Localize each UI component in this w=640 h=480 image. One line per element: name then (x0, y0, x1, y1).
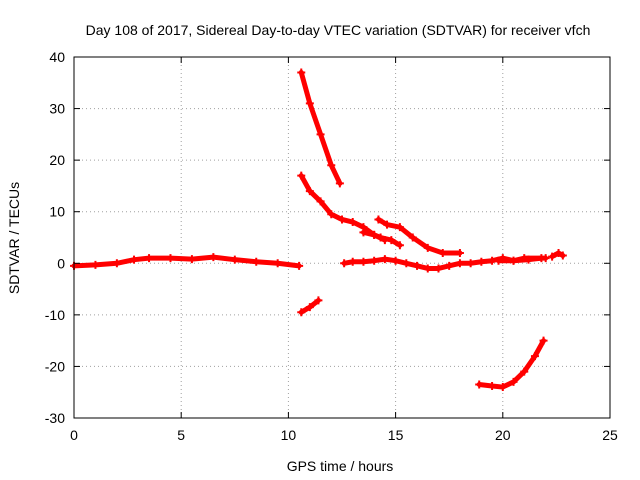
x-tick-label: 20 (495, 427, 511, 443)
data-point (340, 259, 349, 268)
data-point (297, 171, 306, 180)
data-point (209, 253, 218, 262)
data-point (494, 256, 503, 265)
data-point (408, 233, 417, 242)
data-point (359, 257, 368, 266)
data-point (537, 254, 546, 263)
chart-title: Day 108 of 2017, Sidereal Day-to-day VTE… (86, 22, 591, 38)
data-point (554, 248, 563, 257)
data-point (130, 255, 139, 264)
data-point (297, 308, 306, 317)
data-point (423, 264, 432, 273)
data-series (70, 68, 567, 392)
data-point (316, 130, 325, 139)
data-point (305, 303, 314, 312)
data-point (530, 352, 539, 361)
y-tick-label: 20 (49, 152, 65, 168)
data-point (466, 259, 475, 268)
data-point (305, 187, 314, 196)
data-point (166, 254, 175, 263)
data-point (383, 220, 392, 229)
y-tick-label: -20 (45, 358, 65, 374)
data-point (348, 257, 357, 266)
data-point (455, 248, 464, 257)
data-point (524, 255, 533, 264)
y-tick-label: 0 (57, 255, 65, 271)
data-point (327, 161, 336, 170)
data-point (509, 256, 518, 265)
data-point (423, 243, 432, 252)
y-axis-label: SDTVAR / TECUs (6, 182, 22, 294)
y-tick-label: 10 (49, 204, 65, 220)
data-point (376, 233, 385, 242)
data-point (498, 383, 507, 392)
data-point (230, 255, 239, 264)
data-point (112, 259, 121, 268)
y-tick-labels: -30 -20 -10 0 10 20 30 40 (45, 49, 65, 426)
data-point (520, 367, 529, 376)
data-track-9 (496, 255, 544, 264)
data-point (314, 296, 323, 305)
data-point (395, 223, 404, 232)
data-point (370, 256, 379, 265)
x-tick-labels: 0 5 10 15 20 25 (70, 427, 618, 443)
plot-frame (73, 56, 611, 419)
data-point (438, 248, 447, 257)
data-point (475, 380, 484, 389)
data-point (509, 377, 518, 386)
data-point (380, 255, 389, 264)
data-point (187, 255, 196, 264)
data-point (434, 264, 443, 273)
data-point (273, 259, 282, 268)
data-point (391, 256, 400, 265)
data-point (297, 68, 306, 77)
data-point (91, 260, 100, 269)
tick-marks (73, 56, 611, 419)
x-tick-label: 25 (602, 427, 618, 443)
data-point (252, 257, 261, 266)
data-point (370, 230, 379, 239)
data-point (488, 382, 497, 391)
y-tick-label: -30 (45, 410, 65, 426)
data-point (374, 215, 383, 224)
data-point (539, 336, 548, 345)
data-point (338, 215, 346, 224)
data-point (335, 179, 344, 188)
data-point (445, 261, 454, 270)
data-point (548, 252, 557, 261)
x-tick-label: 10 (281, 427, 297, 443)
x-tick-label: 5 (177, 427, 185, 443)
data-point (455, 259, 464, 268)
plot-border (73, 56, 611, 419)
data-point (305, 99, 314, 108)
data-point (413, 261, 422, 270)
data-point (348, 218, 357, 227)
data-point (477, 257, 486, 266)
x-tick-label: 0 (70, 427, 78, 443)
y-tick-label: 30 (49, 101, 65, 117)
data-point (145, 254, 154, 263)
y-tick-label: 40 (49, 49, 65, 65)
data-point (395, 241, 404, 250)
data-point (387, 236, 396, 245)
x-axis-label: GPS time / hours (287, 458, 394, 474)
data-point (359, 228, 368, 237)
x-tick-label: 15 (388, 427, 404, 443)
y-tick-label: -10 (45, 307, 65, 323)
data-point (316, 197, 325, 206)
data-point (295, 261, 304, 270)
data-point (558, 251, 567, 260)
data-point (402, 259, 411, 268)
data-point (327, 210, 336, 219)
